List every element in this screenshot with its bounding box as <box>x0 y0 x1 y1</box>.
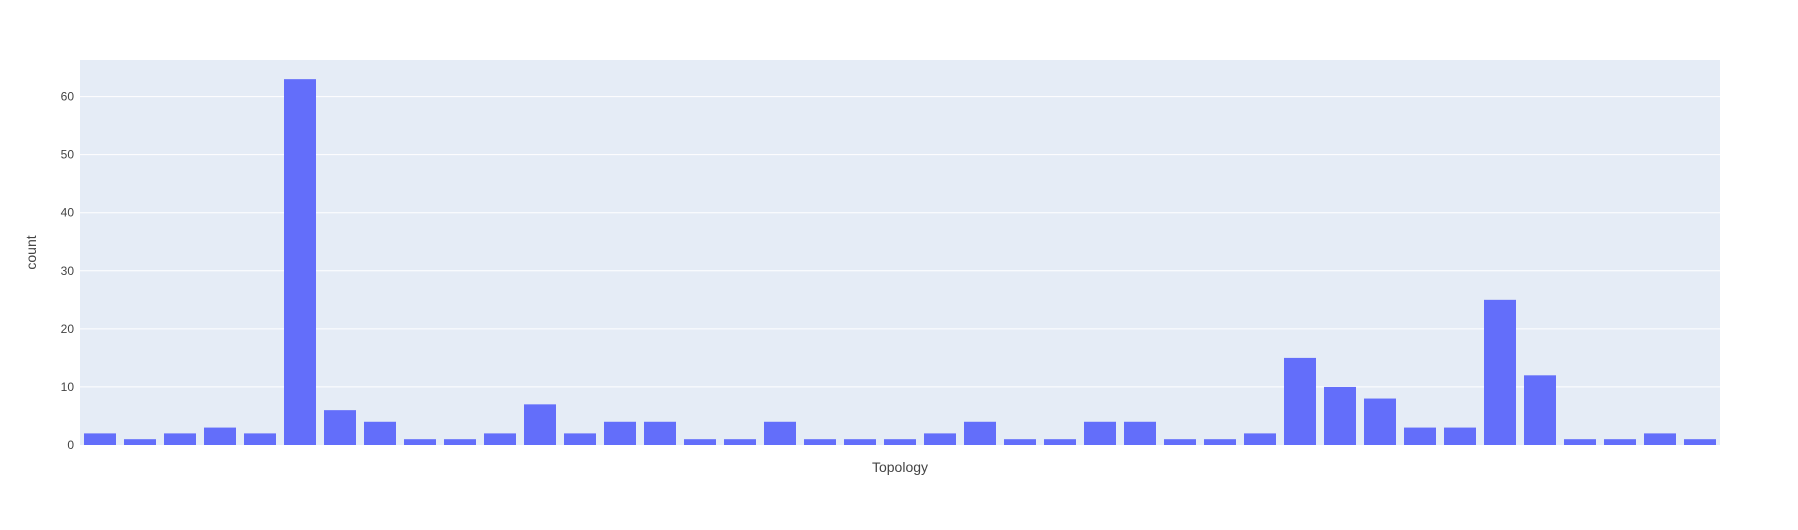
y-tick-label: 10 <box>61 380 75 394</box>
bar[interactable] <box>804 439 836 445</box>
y-tick-label: 60 <box>61 90 75 104</box>
bar[interactable] <box>1404 427 1436 445</box>
bar[interactable] <box>1364 398 1396 445</box>
bar[interactable] <box>84 433 116 445</box>
bar[interactable] <box>1084 421 1116 445</box>
y-tick-labels: 0 10 20 30 40 50 60 <box>61 90 75 452</box>
bar[interactable] <box>1164 439 1196 445</box>
gridlines <box>80 96 1720 388</box>
bar[interactable] <box>924 433 956 445</box>
x-axis-title: Topology <box>872 459 928 475</box>
bar[interactable] <box>1524 375 1556 445</box>
bar[interactable] <box>764 421 796 445</box>
bar[interactable] <box>1124 421 1156 445</box>
y-tick-label: 40 <box>61 206 75 220</box>
bar[interactable] <box>364 421 396 445</box>
bar[interactable] <box>1284 357 1316 445</box>
y-tick-label: 0 <box>67 438 74 452</box>
bar[interactable] <box>164 433 196 445</box>
y-tick-label: 20 <box>61 322 75 336</box>
bar[interactable] <box>1564 439 1596 445</box>
bar[interactable] <box>1204 439 1236 445</box>
bar[interactable] <box>1604 439 1636 445</box>
bar[interactable] <box>564 433 596 445</box>
bar[interactable] <box>124 439 156 445</box>
bar[interactable] <box>1004 439 1036 445</box>
bar[interactable] <box>1044 439 1076 445</box>
bar[interactable] <box>324 410 356 445</box>
bar[interactable] <box>724 439 756 445</box>
y-tick-label: 30 <box>61 264 75 278</box>
y-axis-title: count <box>23 235 39 269</box>
bar[interactable] <box>1324 386 1356 445</box>
bar[interactable] <box>284 79 316 445</box>
bar[interactable] <box>444 439 476 445</box>
y-tick-label: 50 <box>61 148 75 162</box>
bar[interactable] <box>524 404 556 445</box>
bar[interactable] <box>1444 427 1476 445</box>
bar[interactable] <box>604 421 636 445</box>
bar[interactable] <box>204 427 236 445</box>
bar[interactable] <box>844 439 876 445</box>
bar[interactable] <box>964 421 996 445</box>
bar[interactable] <box>1484 299 1516 445</box>
bars <box>84 79 1716 445</box>
plot-background <box>80 60 1720 445</box>
bar[interactable] <box>1684 439 1716 445</box>
bar[interactable] <box>644 421 676 445</box>
bar[interactable] <box>884 439 916 445</box>
bar[interactable] <box>244 433 276 445</box>
bar[interactable] <box>1644 433 1676 445</box>
bar[interactable] <box>484 433 516 445</box>
bar[interactable] <box>1244 433 1276 445</box>
bar[interactable] <box>684 439 716 445</box>
bar[interactable] <box>404 439 436 445</box>
